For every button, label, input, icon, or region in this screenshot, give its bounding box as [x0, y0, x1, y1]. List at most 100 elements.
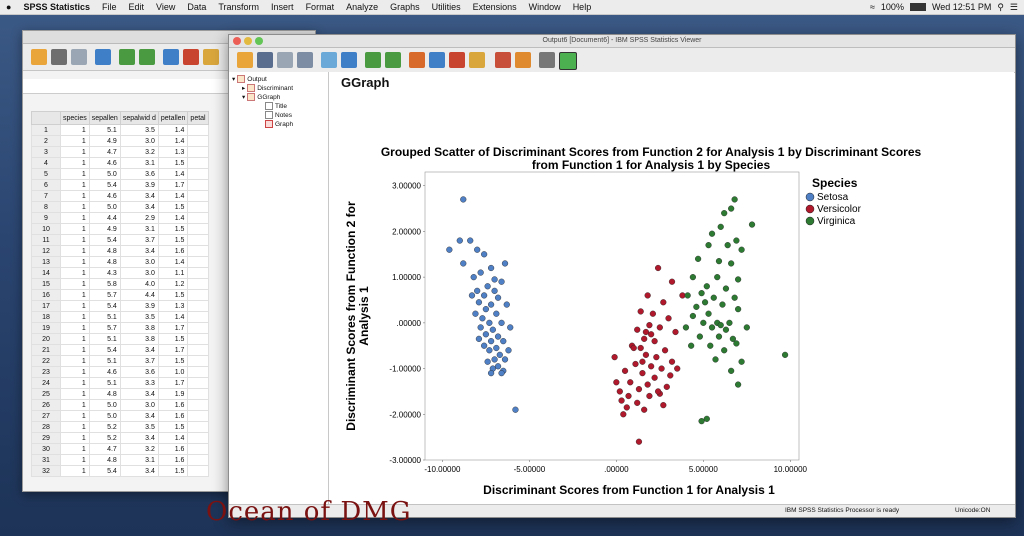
row-number[interactable]: 9 — [31, 212, 61, 224]
table-cell[interactable]: 3.4 — [119, 190, 159, 202]
table-row[interactable]: 1 1 5.1 3.5 1.4 — [31, 124, 209, 136]
table-cell[interactable]: 1 — [60, 311, 90, 323]
table-row[interactable]: 22 1 5.1 3.7 1.5 — [31, 355, 209, 367]
save-icon[interactable] — [257, 52, 273, 68]
table-cell[interactable]: 5.0 — [88, 410, 121, 422]
goto-case-icon[interactable] — [429, 52, 445, 68]
table-cell[interactable]: 1.1 — [157, 267, 189, 279]
table-cell[interactable]: 1.5 — [157, 465, 189, 477]
table-cell[interactable]: 3.2 — [119, 443, 159, 455]
zoom-window-button[interactable] — [255, 37, 263, 45]
table-cell[interactable]: 5.7 — [88, 322, 121, 334]
table-cell[interactable]: 1.9 — [157, 388, 189, 400]
table-row[interactable]: 21 1 5.4 3.4 1.7 — [31, 344, 209, 356]
table-cell[interactable] — [187, 179, 209, 191]
table-cell[interactable]: 3.2 — [119, 146, 159, 158]
table-cell[interactable] — [187, 322, 209, 334]
table-cell[interactable]: 1.3 — [157, 300, 189, 312]
table-cell[interactable]: 4.4 — [88, 212, 121, 224]
table-cell[interactable] — [187, 399, 209, 411]
table-cell[interactable]: 1.4 — [157, 432, 189, 444]
goto-case-icon[interactable] — [163, 49, 179, 65]
column-header[interactable]: sepalwid d — [119, 111, 159, 125]
table-cell[interactable]: 3.0 — [119, 256, 159, 268]
table-cell[interactable]: 4.8 — [88, 245, 121, 257]
table-cell[interactable]: 1.6 — [157, 410, 189, 422]
table-row[interactable]: 12 1 4.8 3.4 1.6 — [31, 245, 209, 257]
row-number[interactable]: 19 — [31, 322, 61, 334]
table-cell[interactable]: 5.4 — [88, 465, 121, 477]
table-cell[interactable]: 5.1 — [88, 355, 121, 367]
table-cell[interactable]: 1 — [60, 289, 90, 301]
row-number[interactable]: 15 — [31, 278, 61, 290]
collapse-icon[interactable]: ▾ — [242, 94, 246, 101]
table-cell[interactable]: 5.0 — [88, 168, 121, 180]
table-cell[interactable]: 3.8 — [119, 322, 159, 334]
table-cell[interactable]: 1.6 — [157, 454, 189, 466]
menu-list-icon[interactable]: ☰ — [1009, 1, 1018, 12]
table-row[interactable]: 17 1 5.4 3.9 1.3 — [31, 300, 209, 312]
table-cell[interactable]: 3.9 — [119, 300, 159, 312]
table-cell[interactable]: 5.4 — [88, 300, 121, 312]
table-cell[interactable]: 4.6 — [88, 190, 121, 202]
table-cell[interactable]: 1 — [60, 465, 90, 477]
row-number[interactable]: 18 — [31, 311, 61, 323]
table-cell[interactable] — [187, 234, 209, 246]
undo-icon[interactable] — [119, 49, 135, 65]
table-row[interactable]: 32 1 5.4 3.4 1.5 — [31, 465, 209, 477]
table-cell[interactable] — [187, 245, 209, 257]
table-cell[interactable]: 4.6 — [88, 157, 121, 169]
table-cell[interactable]: 3.4 — [119, 465, 159, 477]
column-header[interactable]: petal — [187, 111, 209, 125]
table-cell[interactable]: 1.5 — [157, 157, 189, 169]
export-icon[interactable] — [321, 52, 337, 68]
table-cell[interactable]: 3.9 — [119, 179, 159, 191]
open-folder-icon[interactable] — [31, 49, 47, 65]
row-number[interactable]: 1 — [31, 124, 61, 136]
row-number[interactable]: 21 — [31, 344, 61, 356]
table-cell[interactable]: 4.8 — [88, 388, 121, 400]
table-cell[interactable]: 4.9 — [88, 135, 121, 147]
row-number[interactable]: 11 — [31, 234, 61, 246]
outline-item-ggraph[interactable]: ▾ GGraph — [242, 93, 280, 101]
row-number[interactable]: 17 — [31, 300, 61, 312]
table-cell[interactable]: 1 — [60, 355, 90, 367]
table-row[interactable]: 11 1 5.4 3.7 1.5 — [31, 234, 209, 246]
table-cell[interactable]: 1 — [60, 212, 90, 224]
table-cell[interactable]: 1 — [60, 267, 90, 279]
table-cell[interactable] — [187, 289, 209, 301]
row-number[interactable]: 27 — [31, 410, 61, 422]
table-cell[interactable]: 1.7 — [157, 377, 189, 389]
table-cell[interactable]: 1 — [60, 322, 90, 334]
table-cell[interactable]: 5.1 — [88, 333, 121, 345]
print-icon[interactable] — [277, 52, 293, 68]
table-cell[interactable]: 3.0 — [119, 135, 159, 147]
row-number[interactable]: 10 — [31, 223, 61, 235]
table-cell[interactable]: 3.5 — [119, 311, 159, 323]
battery-icon[interactable] — [909, 3, 926, 11]
table-row[interactable]: 28 1 5.2 3.5 1.5 — [31, 421, 209, 433]
table-row[interactable]: 15 1 5.8 4.0 1.2 — [31, 278, 209, 290]
row-number[interactable]: 8 — [31, 201, 61, 213]
table-cell[interactable]: 1.5 — [157, 421, 189, 433]
row-number[interactable]: 2 — [31, 135, 61, 147]
row-number[interactable]: 31 — [31, 454, 61, 466]
table-cell[interactable]: 4.8 — [88, 454, 121, 466]
row-number[interactable]: 7 — [31, 190, 61, 202]
table-cell[interactable]: 4.4 — [119, 289, 159, 301]
table-row[interactable]: 25 1 4.8 3.4 1.9 — [31, 388, 209, 400]
table-cell[interactable] — [187, 388, 209, 400]
menu-format[interactable]: Format — [305, 2, 335, 12]
table-cell[interactable] — [187, 355, 209, 367]
table-cell[interactable] — [187, 212, 209, 224]
row-number[interactable]: 5 — [31, 168, 61, 180]
print-preview-icon[interactable] — [297, 52, 313, 68]
row-number[interactable]: 30 — [31, 443, 61, 455]
dialog-recall-icon[interactable] — [341, 52, 357, 68]
table-row[interactable]: 20 1 5.1 3.8 1.5 — [31, 333, 209, 345]
wifi-icon[interactable]: ≈ — [869, 2, 875, 12]
table-row[interactable]: 3 1 4.7 3.2 1.3 — [31, 146, 209, 158]
designate-window-icon[interactable] — [539, 52, 555, 68]
table-cell[interactable]: 1.5 — [157, 201, 189, 213]
table-cell[interactable]: 1 — [60, 245, 90, 257]
